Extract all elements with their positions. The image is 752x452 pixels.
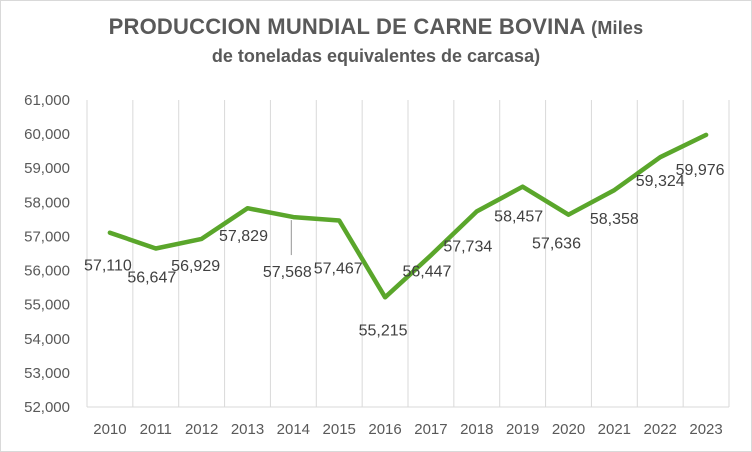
y-tick-label: 53,000 <box>24 365 70 382</box>
data-label: 57,734 <box>443 238 492 255</box>
data-label: 59,324 <box>636 173 685 190</box>
series-line-layer <box>107 132 709 300</box>
data-label: 59,976 <box>676 162 725 179</box>
data-label: 57,636 <box>532 236 581 253</box>
x-tick-label: 2019 <box>506 421 539 438</box>
y-tick-label: 54,000 <box>24 331 70 348</box>
x-tick-label: 2022 <box>644 421 677 438</box>
data-label: 58,358 <box>590 211 639 228</box>
x-tick-label: 2021 <box>598 421 631 438</box>
y-tick-label: 58,000 <box>24 194 70 211</box>
chart-title: PRODUCCION MUNDIAL DE CARNE BOVINA <box>108 14 585 39</box>
y-tick-label: 60,000 <box>24 126 70 143</box>
data-label: 57,568 <box>263 264 312 281</box>
x-tick-label: 2013 <box>231 421 264 438</box>
y-tick-label: 57,000 <box>24 228 70 245</box>
x-tick-label: 2012 <box>185 421 218 438</box>
x-tick-label: 2011 <box>140 421 172 438</box>
data-label: 55,215 <box>359 322 408 339</box>
y-tick-label: 59,000 <box>24 160 70 177</box>
data-label: 56,647 <box>127 269 176 286</box>
y-tick-label: 61,000 <box>24 92 70 109</box>
chart-title-line1: PRODUCCION MUNDIAL DE CARNE BOVINA (Mile… <box>0 14 752 40</box>
data-label: 57,829 <box>219 228 268 245</box>
x-tick-label: 2010 <box>93 421 126 438</box>
data-label: 56,447 <box>402 263 451 280</box>
x-tick-label: 2016 <box>368 421 401 438</box>
y-tick-label: 55,000 <box>24 297 70 314</box>
x-tick-label: 2023 <box>689 421 722 438</box>
axes: 52,000 53,000 54,000 55,000 56,000 57,000 58,0… <box>24 92 729 438</box>
data-label: 56,929 <box>171 258 220 275</box>
data-label: 57,110 <box>84 258 132 275</box>
x-tick-label: 2020 <box>552 421 585 438</box>
x-tick-label: 2014 <box>277 421 310 438</box>
series-line <box>107 132 709 300</box>
y-tick-label: 52,000 <box>24 399 70 416</box>
y-tick-label: 56,000 <box>24 263 70 280</box>
data-label: 57,467 <box>314 261 363 278</box>
chart-title-block: PRODUCCION MUNDIAL DE CARNE BOVINA (Mile… <box>0 14 752 67</box>
x-tick-label: 2017 <box>414 421 447 438</box>
chart-subtitle-inline: (Miles <box>591 18 644 38</box>
x-tick-label: 2018 <box>460 421 493 438</box>
data-label: 58,457 <box>494 209 543 226</box>
chart-subtitle: de toneladas equivalentes de carcasa) <box>211 46 541 66</box>
x-tick-label: 2015 <box>323 421 356 438</box>
grid-lines <box>86 100 730 407</box>
